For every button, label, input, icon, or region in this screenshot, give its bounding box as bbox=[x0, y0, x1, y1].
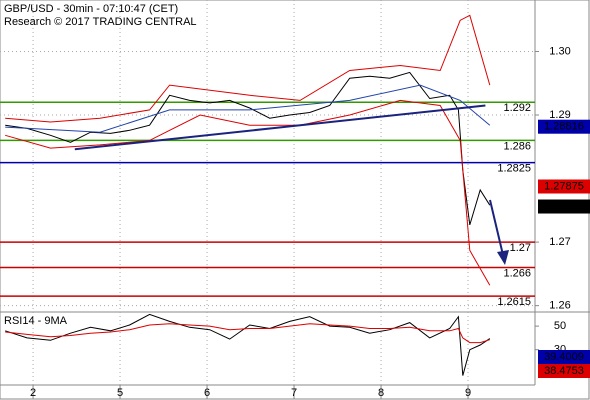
rsi-title: RSI14 - 9MA bbox=[4, 315, 68, 327]
price-tag-label: 1.28816 bbox=[544, 121, 584, 133]
y-tick-label: 1.26 bbox=[549, 300, 570, 312]
level-label: 1.292 bbox=[503, 102, 531, 114]
series-line bbox=[74, 104, 486, 151]
price-tag bbox=[538, 199, 590, 214]
x-tick-label: 9 bbox=[465, 387, 471, 399]
x-tick-label: 8 bbox=[378, 387, 384, 399]
level-label: 1.286 bbox=[503, 140, 531, 152]
price-tag-label: 39.4009 bbox=[544, 351, 584, 363]
level-label: 1.2825 bbox=[497, 163, 531, 175]
x-tick-label: 6 bbox=[204, 387, 210, 399]
x-tick-label: 5 bbox=[117, 387, 123, 399]
x-tick-label: 2 bbox=[30, 387, 36, 399]
forecast-arrow bbox=[489, 199, 504, 256]
series-line bbox=[5, 313, 491, 376]
chart-title: GBP/USD - 30min - 07:10:47 (CET) bbox=[4, 3, 178, 15]
price-tag bbox=[538, 364, 590, 378]
y-tick-label: 50 bbox=[554, 320, 566, 332]
price-tag bbox=[538, 350, 590, 364]
series-line bbox=[5, 14, 491, 123]
x-tick-label: 7 bbox=[291, 387, 297, 399]
chart-subtitle: Research © 2017 TRADING CENTRAL bbox=[4, 16, 197, 28]
y-tick-label: 1.29 bbox=[549, 109, 570, 121]
price-tag-label: 38.4753 bbox=[544, 365, 584, 377]
price-tag bbox=[538, 179, 590, 194]
price-tag-label: 1.27875 bbox=[544, 180, 584, 192]
price-tag-label: 1.2756 bbox=[547, 200, 581, 212]
level-label: 1.266 bbox=[503, 267, 531, 279]
series-line bbox=[5, 323, 490, 344]
y-tick-label: 1.27 bbox=[549, 236, 570, 248]
y-tick-label: 1.30 bbox=[549, 45, 570, 57]
series-line bbox=[5, 71, 491, 226]
level-label: 1.27 bbox=[510, 242, 531, 254]
forecast-arrow-head bbox=[497, 250, 509, 265]
price-tag bbox=[538, 119, 590, 134]
level-label: 1.2615 bbox=[497, 296, 531, 308]
series-line bbox=[5, 84, 491, 133]
